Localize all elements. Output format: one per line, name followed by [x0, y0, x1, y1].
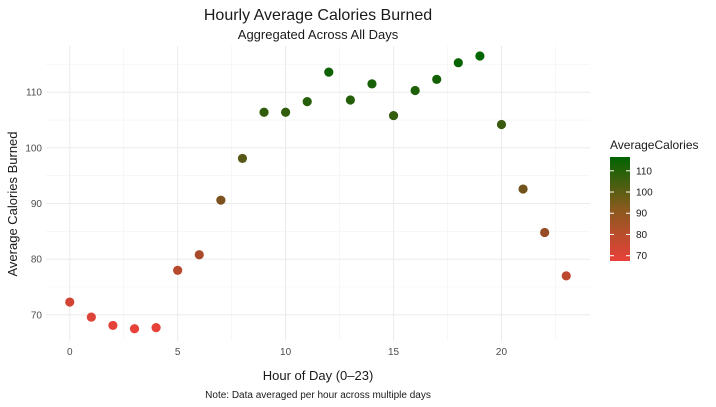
data-point: [561, 271, 571, 281]
y-tick-label: 110: [26, 88, 42, 99]
x-tick-label: 5: [175, 347, 181, 358]
grid: [46, 46, 590, 341]
data-points: [65, 51, 571, 334]
chart-subtitle: Aggregated Across All Days: [238, 27, 399, 42]
y-tick-label: 70: [31, 310, 43, 321]
x-axis-title: Hour of Day (0–23): [263, 368, 374, 383]
data-point: [388, 110, 399, 121]
data-point: [216, 195, 226, 205]
y-tick-labels: 70 80 90 100 110: [25, 88, 42, 322]
data-point: [86, 312, 96, 322]
legend-tick-label: 90: [636, 209, 648, 220]
y-tick-label: 80: [31, 255, 43, 266]
data-point: [540, 227, 550, 238]
data-point: [237, 153, 248, 164]
data-point: [432, 74, 442, 84]
legend-title: AverageCalories: [610, 138, 699, 152]
data-point: [302, 97, 312, 107]
chart-caption: Note: Data averaged per hour across mult…: [205, 390, 431, 401]
y-axis-title: Average Calories Burned: [5, 131, 20, 276]
data-point: [453, 58, 463, 68]
legend-tick-label: 100: [636, 188, 653, 199]
legend-tick-label: 110: [636, 166, 652, 177]
data-point: [151, 323, 161, 333]
data-point: [475, 51, 485, 61]
data-point: [173, 265, 183, 275]
x-tick-label: 20: [496, 347, 508, 358]
legend-ticks: 70 80 90 100 110: [610, 166, 653, 262]
data-point: [65, 297, 75, 307]
y-tick-label: 90: [31, 199, 43, 210]
legend-tick-label: 80: [636, 230, 648, 241]
y-tick-label: 100: [25, 143, 42, 154]
x-tick-label: 10: [280, 347, 292, 358]
data-point: [129, 324, 140, 334]
legend: AverageCalories 70 80 90 100 110: [610, 138, 699, 262]
data-point: [281, 107, 291, 117]
x-tick-label: 15: [388, 347, 400, 358]
data-point: [518, 184, 528, 194]
data-point: [324, 67, 334, 77]
chart-title: Hourly Average Calories Burned: [204, 7, 432, 24]
data-point: [259, 107, 269, 117]
legend-tick-label: 70: [636, 251, 648, 262]
data-point: [194, 250, 204, 260]
data-point: [410, 85, 420, 96]
x-tick-label: 0: [67, 347, 73, 358]
legend-colorbar: [610, 157, 630, 261]
data-point: [345, 95, 355, 105]
data-point: [108, 320, 118, 331]
x-tick-labels: 0 5 10 15 20: [67, 347, 508, 358]
data-point: [367, 79, 377, 89]
data-point: [496, 119, 507, 130]
